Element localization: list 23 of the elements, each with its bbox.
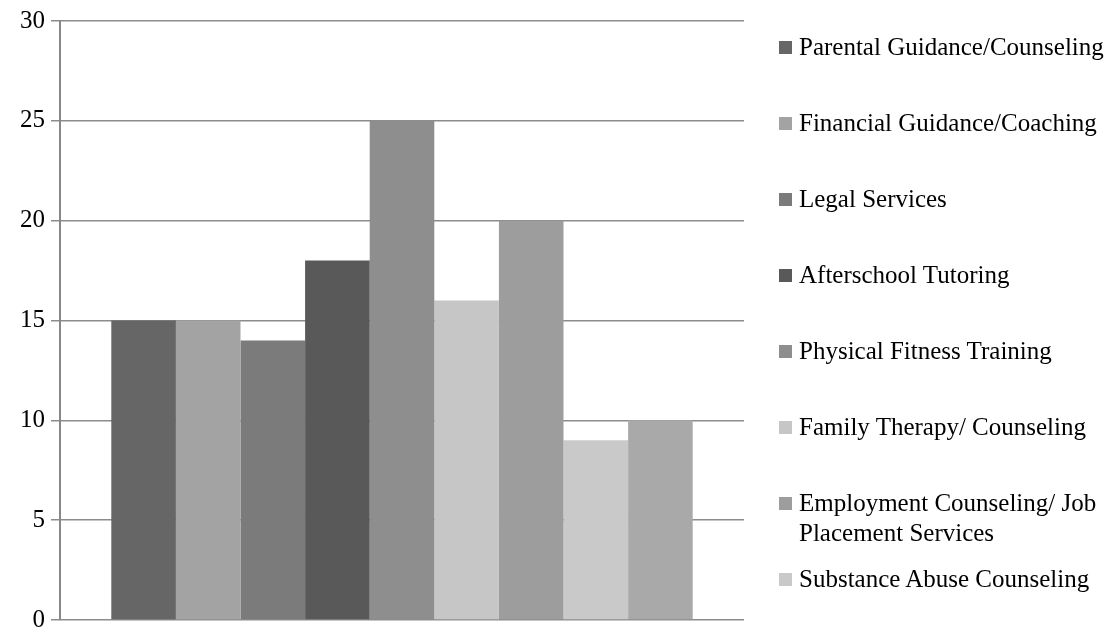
y-tick-label: 15 (20, 305, 45, 333)
legend-label: Parental Guidance/Counseling (799, 32, 1105, 62)
bar (305, 260, 370, 620)
bar (175, 320, 241, 620)
bar (240, 340, 306, 620)
legend-label: Physical Fitness Training (799, 336, 1053, 366)
bar (498, 220, 564, 620)
bar (434, 300, 499, 620)
y-tick-label: 20 (20, 205, 45, 233)
y-tick-label: 25 (20, 105, 45, 133)
bar (111, 320, 176, 620)
y-tick-label: 5 (32, 504, 45, 532)
legend-label: Afterschool Tutoring (799, 260, 1011, 290)
y-tick-label: 0 (32, 604, 45, 632)
bar (628, 420, 693, 620)
bar (563, 440, 629, 620)
y-tick-label: 30 (20, 5, 45, 33)
legend-label: Employment Counseling/ Job Placement Services (799, 488, 1098, 548)
legend-label: Financial Guidance/Coaching (799, 108, 1098, 138)
y-tick-label: 10 (20, 404, 45, 432)
legend-label: Substance Abuse Counseling (799, 564, 1091, 594)
legend-label: Family Therapy/ Counseling (799, 412, 1087, 442)
legend-label: Legal Services (799, 184, 948, 214)
